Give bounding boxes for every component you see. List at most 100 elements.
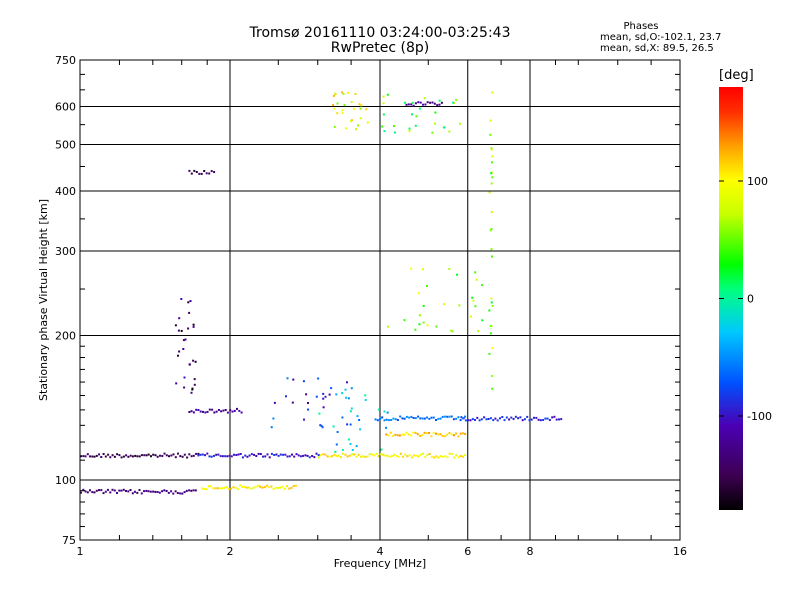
trace-point [263, 486, 266, 489]
trace-point [91, 491, 94, 494]
trace-point [430, 455, 433, 458]
trace-point [170, 454, 173, 457]
scatter-point [322, 406, 325, 409]
trace-point [89, 455, 91, 458]
scatter-point [350, 387, 353, 390]
trace-point [120, 489, 123, 492]
trace-point [143, 490, 145, 493]
trace-point [216, 487, 219, 490]
trace-point [437, 417, 440, 420]
trace-point [464, 433, 467, 435]
trace-point [413, 454, 416, 457]
scatter-point [490, 228, 493, 230]
trace-point [553, 415, 556, 418]
scatter-point [302, 380, 305, 383]
trace-point [533, 416, 535, 419]
trace-point [223, 486, 226, 489]
trace-point [220, 410, 223, 413]
trace-point [308, 456, 311, 459]
scatter-point [387, 325, 390, 328]
scatter-point [341, 109, 344, 112]
scatter-point [188, 311, 191, 314]
scatter-point [336, 112, 339, 115]
trace-point [215, 453, 218, 456]
scatter-point [317, 377, 320, 380]
scatter-point [307, 402, 309, 404]
scatter-point [305, 393, 308, 396]
trace-point [286, 485, 288, 488]
scatter-point [332, 94, 335, 97]
trace-point [183, 491, 186, 494]
trace-point [452, 434, 455, 437]
trace-point [100, 489, 103, 492]
trace-point [377, 455, 380, 458]
scatter-point [452, 101, 455, 104]
trace-point [419, 434, 422, 437]
scatter-point [174, 324, 177, 327]
trace-point [210, 170, 213, 173]
trace-point [195, 171, 198, 173]
trace-point [80, 491, 82, 494]
trace-point [270, 452, 273, 455]
trace-point [444, 455, 447, 458]
scatter-point [490, 161, 493, 164]
trace-point [523, 418, 526, 421]
trace-point [188, 411, 191, 413]
trace-point [250, 453, 253, 456]
scatter-point [489, 119, 492, 122]
trace-point [150, 455, 152, 458]
scatter-point [351, 449, 354, 451]
trace-point [213, 411, 216, 414]
trace-point [186, 456, 189, 459]
trace-point [198, 172, 201, 175]
trace-point [199, 453, 202, 456]
scatter-point [355, 128, 357, 131]
trace-point [292, 485, 295, 487]
trace-point [357, 453, 360, 456]
trace-point [138, 455, 141, 458]
scatter-point [490, 147, 493, 150]
trace-point [337, 454, 340, 457]
trace-point [333, 453, 336, 456]
trace-point [512, 417, 515, 420]
trace-point [193, 169, 196, 172]
scatter-point [489, 229, 492, 232]
scatter-point [481, 284, 484, 287]
trace-point [414, 431, 417, 434]
trace-point [326, 455, 329, 458]
scatter-point [414, 328, 417, 331]
trace-point [241, 485, 244, 488]
scatter-point [421, 268, 424, 271]
trace-point [252, 486, 255, 489]
scatter-point [350, 101, 353, 103]
scatter-point [178, 350, 181, 353]
trace-point [464, 454, 467, 457]
trace-point [499, 417, 501, 420]
trace-point [429, 101, 432, 104]
trace-point [433, 456, 436, 459]
trace-point [159, 454, 161, 457]
trace-point [143, 454, 146, 457]
scatter-point [491, 91, 494, 94]
trace-point [195, 408, 198, 411]
scatter-point [188, 363, 191, 366]
trace-point [448, 432, 451, 435]
trace-point [434, 432, 437, 435]
trace-point [401, 417, 404, 420]
trace-point [417, 101, 420, 104]
scatter-point [490, 325, 493, 328]
scatter-point [411, 113, 413, 116]
scatter-point [335, 443, 338, 446]
scatter-point [175, 382, 178, 385]
scatter-point [364, 394, 367, 397]
scatter-point [341, 392, 344, 395]
scatter-point [324, 395, 327, 398]
trace-point [558, 418, 560, 421]
scatter-point [490, 148, 493, 151]
scatter-point [381, 125, 384, 128]
trace-point [519, 416, 522, 419]
trace-point [453, 456, 455, 459]
trace-point [235, 454, 238, 456]
scatter-point [448, 268, 451, 270]
trace-point [441, 434, 444, 437]
